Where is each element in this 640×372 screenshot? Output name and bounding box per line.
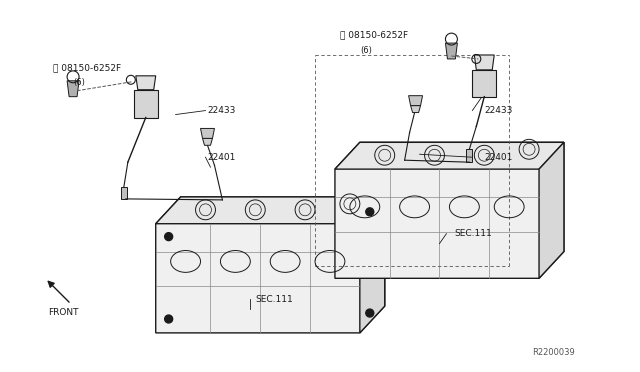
Text: 22401: 22401 bbox=[207, 153, 236, 162]
Polygon shape bbox=[136, 76, 156, 90]
Text: 22401: 22401 bbox=[484, 153, 513, 162]
Polygon shape bbox=[360, 197, 385, 333]
Polygon shape bbox=[408, 96, 422, 106]
Text: 22433: 22433 bbox=[207, 106, 236, 115]
Polygon shape bbox=[202, 138, 212, 145]
Polygon shape bbox=[467, 149, 472, 162]
Polygon shape bbox=[335, 142, 564, 169]
Polygon shape bbox=[445, 43, 458, 59]
Text: Ⓑ 08150-6252F: Ⓑ 08150-6252F bbox=[53, 63, 122, 73]
Polygon shape bbox=[156, 197, 385, 224]
Polygon shape bbox=[134, 90, 157, 118]
Polygon shape bbox=[121, 187, 127, 199]
Polygon shape bbox=[67, 81, 79, 97]
Text: SEC.111: SEC.111 bbox=[255, 295, 293, 304]
Polygon shape bbox=[335, 142, 564, 278]
Polygon shape bbox=[200, 128, 214, 138]
Circle shape bbox=[164, 315, 173, 323]
Text: R2200039: R2200039 bbox=[532, 348, 575, 357]
Polygon shape bbox=[472, 70, 496, 97]
Text: Ⓑ 08150-6252F: Ⓑ 08150-6252F bbox=[340, 31, 408, 40]
Text: (6): (6) bbox=[360, 45, 372, 55]
Text: 22433: 22433 bbox=[484, 106, 513, 115]
Polygon shape bbox=[411, 106, 420, 113]
Circle shape bbox=[366, 309, 374, 317]
Polygon shape bbox=[156, 197, 385, 333]
Circle shape bbox=[366, 208, 374, 216]
Text: FRONT: FRONT bbox=[48, 308, 78, 317]
Text: SEC.111: SEC.111 bbox=[454, 229, 492, 238]
Polygon shape bbox=[474, 55, 494, 70]
Polygon shape bbox=[539, 142, 564, 278]
Text: (6): (6) bbox=[73, 78, 85, 87]
Circle shape bbox=[164, 232, 173, 241]
